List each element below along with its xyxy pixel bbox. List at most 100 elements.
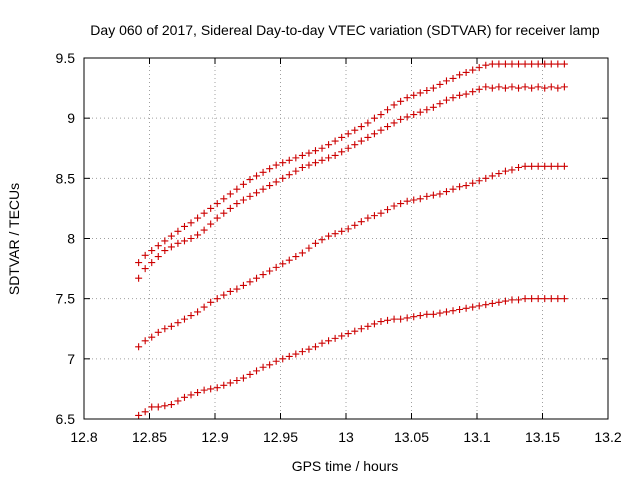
- data-point: [194, 231, 202, 239]
- data-point: [488, 84, 496, 92]
- data-point: [253, 189, 261, 197]
- data-point: [429, 84, 437, 92]
- data-point: [397, 97, 405, 105]
- data-point: [194, 308, 202, 316]
- data-point: [436, 190, 444, 198]
- data-point: [259, 185, 267, 193]
- data-points: [135, 60, 568, 419]
- data-point: [187, 312, 195, 320]
- data-point: [456, 71, 464, 79]
- data-point: [423, 106, 431, 114]
- data-point: [462, 90, 470, 98]
- data-point: [469, 303, 477, 311]
- data-point: [285, 352, 293, 360]
- data-point: [410, 196, 418, 204]
- x-tick-label: 12.8: [70, 429, 97, 445]
- data-point: [456, 183, 464, 191]
- data-point: [266, 267, 274, 275]
- data-point: [266, 165, 274, 173]
- series-3: [135, 83, 568, 282]
- data-point: [436, 100, 444, 108]
- data-point: [200, 303, 208, 311]
- data-point: [174, 239, 182, 247]
- data-point: [416, 195, 424, 203]
- data-point: [272, 178, 280, 186]
- data-point: [207, 298, 215, 306]
- data-point: [187, 391, 195, 399]
- data-point: [246, 278, 254, 286]
- y-axis-label: SDTVAR / TECUs: [6, 183, 22, 295]
- data-point: [141, 265, 149, 273]
- data-point: [220, 381, 228, 389]
- data-point: [370, 114, 378, 122]
- data-point: [259, 271, 267, 279]
- data-point: [488, 299, 496, 307]
- data-point: [167, 322, 175, 330]
- data-point: [364, 119, 372, 127]
- data-point: [246, 192, 254, 200]
- data-point: [174, 227, 182, 235]
- data-point: [253, 367, 261, 375]
- data-point: [325, 337, 333, 345]
- data-point: [325, 154, 333, 162]
- data-point: [482, 61, 490, 69]
- data-point: [141, 251, 149, 259]
- data-point: [292, 167, 300, 175]
- data-point: [233, 285, 241, 293]
- data-point: [370, 212, 378, 220]
- data-point: [331, 151, 339, 159]
- data-point: [233, 185, 241, 193]
- y-tick-labels: 6.5 7 7.5 8 8.5 9 9.5: [56, 50, 76, 427]
- data-point: [259, 168, 267, 176]
- data-point: [508, 60, 516, 68]
- data-point: [344, 144, 352, 152]
- series-2: [135, 162, 568, 351]
- data-point: [167, 401, 175, 409]
- data-point: [311, 159, 319, 167]
- data-point: [528, 84, 536, 92]
- data-point: [239, 180, 247, 188]
- x-tick-label: 13.15: [525, 429, 560, 445]
- data-point: [384, 206, 392, 214]
- data-point: [233, 376, 241, 384]
- data-point: [148, 333, 156, 341]
- data-point: [410, 313, 418, 321]
- data-point: [161, 237, 169, 245]
- data-point: [285, 256, 293, 264]
- x-axis-label: GPS time / hours: [292, 458, 399, 474]
- data-point: [279, 159, 287, 167]
- data-point: [167, 243, 175, 251]
- grid: [84, 58, 608, 419]
- data-point: [135, 259, 143, 267]
- data-point: [370, 130, 378, 138]
- data-point: [311, 239, 319, 247]
- data-point: [449, 74, 457, 82]
- data-point: [239, 281, 247, 289]
- data-point: [246, 176, 254, 184]
- data-point: [180, 237, 188, 245]
- data-point: [377, 318, 385, 326]
- data-point: [449, 94, 457, 102]
- data-point: [161, 247, 169, 255]
- data-point: [436, 309, 444, 317]
- data-point: [429, 191, 437, 199]
- data-point: [534, 83, 542, 91]
- data-point: [220, 209, 228, 217]
- data-point: [442, 77, 450, 85]
- x-tick-label: 13: [338, 429, 354, 445]
- data-point: [298, 348, 306, 356]
- data-point: [325, 232, 333, 240]
- data-point: [429, 310, 437, 318]
- data-point: [351, 327, 359, 335]
- data-point: [305, 149, 313, 157]
- data-point: [397, 315, 405, 323]
- data-point: [331, 137, 339, 145]
- data-point: [318, 339, 326, 347]
- data-point: [528, 162, 536, 170]
- data-point: [521, 162, 529, 170]
- data-point: [285, 156, 293, 164]
- data-point: [292, 154, 300, 162]
- y-tick-label: 9.5: [56, 50, 76, 66]
- data-point: [462, 304, 470, 312]
